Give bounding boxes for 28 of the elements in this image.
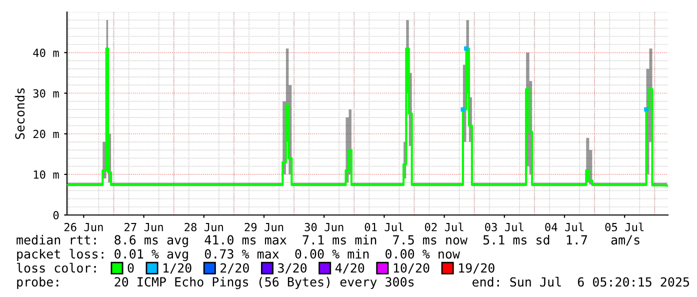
legend-title: loss color:	[16, 262, 96, 273]
text: packet loss: 0.01 % avg 0.73 % max 0.00 % min 0.00 % now	[17, 248, 460, 262]
y-axis-title: Seconds	[14, 88, 25, 139]
legend-label: 1/20	[164, 263, 192, 274]
legend-label: 10/20	[394, 263, 430, 274]
legend-label: 4/20	[335, 263, 364, 274]
x-tick-label: 30 Jun	[304, 222, 344, 232]
x-tick-label: 05 Jul	[605, 222, 644, 232]
x-tick-label: 02 Jul	[424, 222, 464, 232]
x-tick-label: 04 Jul	[545, 222, 584, 232]
x-tick-label: 03 Jul	[485, 222, 524, 232]
y-tick-label: 30 m	[33, 89, 59, 98]
x-tick-label: 29 Jun	[244, 222, 284, 232]
text: median rtt: 8.6 ms avg 41.0 ms max 7.1 ms min 7.5 ms now 5.1 ms sd 1.7 am/s	[16, 234, 640, 248]
legend-label: 19/20	[459, 263, 494, 274]
x-tick-label: 27 Jun	[124, 222, 163, 232]
text: end: Sun Jul 6 05:20:15 2025	[472, 276, 690, 287]
x-tick-label: 28 Jun	[184, 222, 223, 232]
y-tick-label: 20 m	[33, 130, 59, 138]
legend-label: 3/20	[278, 263, 307, 274]
y-tick-label: 0	[53, 211, 59, 220]
x-tick-label: 26 Jun	[64, 222, 103, 232]
y-tick-label: 40 m	[33, 48, 59, 58]
legend-label: 2/20	[220, 263, 249, 274]
y-tick-label: 10 m	[34, 170, 59, 179]
text: probe: 20 ICMP Echo Pings (56 Bytes) every 300s	[17, 276, 414, 290]
x-tick-label: 01 Jul	[364, 222, 404, 232]
legend-label: 0	[128, 263, 134, 273]
